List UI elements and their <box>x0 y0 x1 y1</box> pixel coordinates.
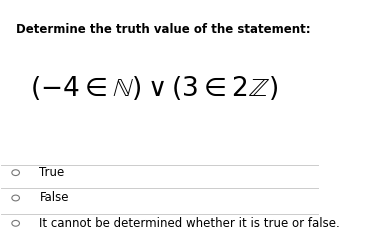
Text: True: True <box>39 166 65 179</box>
Text: Determine the truth value of the statement:: Determine the truth value of the stateme… <box>15 23 310 36</box>
Text: $(-4 \in \mathbb{N}) \vee (3 \in 2\mathbb{Z})$: $(-4 \in \mathbb{N}) \vee (3 \in 2\mathb… <box>30 74 278 102</box>
Text: False: False <box>39 192 69 204</box>
Text: It cannot be determined whether it is true or false.: It cannot be determined whether it is tr… <box>39 217 340 230</box>
